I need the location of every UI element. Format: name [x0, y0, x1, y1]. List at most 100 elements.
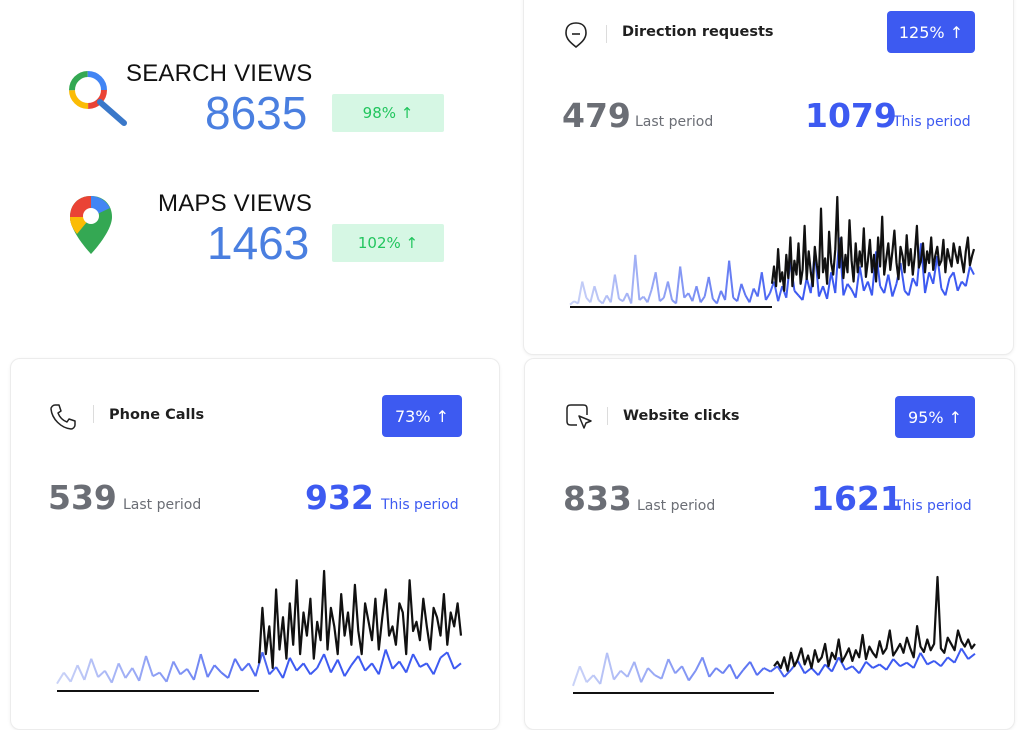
- last-period-line-segment: [371, 662, 380, 675]
- last-period-line-segment: [453, 662, 462, 670]
- maps-views-change-badge: 102% ↑: [332, 224, 444, 262]
- last-period-line-segment: [647, 667, 656, 676]
- last-period-line-segment: [865, 661, 874, 669]
- last-period-line-segment: [892, 658, 901, 667]
- last-period-line-segment: [634, 254, 641, 301]
- last-period-line-segment: [906, 661, 915, 669]
- last-period-label: Last period: [123, 497, 202, 513]
- last-period-line-segment: [763, 667, 772, 673]
- last-period-line-segment: [688, 670, 697, 682]
- last-period-line-segment: [206, 664, 216, 678]
- maps-views-value: 1463: [207, 217, 310, 269]
- last-period-line-segment: [659, 296, 665, 302]
- last-period-line-segment: [662, 281, 669, 298]
- last-period-line-segment: [309, 667, 318, 676]
- last-period-line-segment: [275, 666, 284, 679]
- last-period-line-segment: [172, 660, 182, 675]
- last-period-line-segment: [919, 652, 929, 665]
- last-period-line-segment: [964, 266, 971, 287]
- last-period-line-segment: [765, 292, 771, 301]
- last-period-line-segment: [872, 663, 881, 669]
- last-period-line-segment: [796, 660, 806, 674]
- last-period-line-segment: [707, 276, 714, 300]
- last-period-line-segment: [302, 662, 312, 675]
- last-period-line-segment: [69, 664, 79, 683]
- last-period-line-segment: [391, 660, 401, 670]
- last-period-line-segment: [701, 656, 711, 678]
- last-period-line-segment: [681, 665, 690, 681]
- last-period-line-segment: [858, 266, 865, 291]
- last-period-line-segment: [572, 665, 581, 687]
- last-period-line-segment: [593, 285, 600, 301]
- this-period-label: This period: [381, 497, 459, 513]
- last-period-line-segment: [887, 274, 894, 297]
- last-period-line-segment: [810, 667, 820, 676]
- last-period-line-segment: [650, 272, 657, 290]
- last-period-line-segment: [76, 664, 86, 681]
- last-period-line-segment: [569, 300, 575, 306]
- last-period-line-segment: [804, 667, 813, 675]
- maps-views-label: MAPS VIEWS: [158, 190, 313, 217]
- change-badge-button[interactable]: 73% ↑: [382, 395, 462, 437]
- last-period-line-segment: [947, 656, 956, 664]
- last-period-line-segment: [343, 664, 353, 677]
- change-badge-button[interactable]: 95% ↑: [895, 396, 975, 438]
- last-period-line-segment: [667, 658, 677, 674]
- last-period-line-segment: [261, 651, 271, 675]
- last-period-line-segment: [97, 669, 106, 678]
- last-period-line-segment: [585, 674, 595, 683]
- last-period-line-segment: [749, 661, 758, 676]
- direction-requests-card: Direction requests 125% ↑ 479 Last perio…: [523, 0, 1014, 355]
- last-period-line-segment: [124, 667, 134, 679]
- last-period-value: 833: [563, 479, 632, 518]
- last-period-line-segment: [227, 658, 236, 679]
- last-period-line-segment: [817, 663, 826, 676]
- this-period-line: [773, 575, 976, 672]
- last-period-line-segment: [152, 671, 161, 678]
- last-period-line-segment: [845, 665, 853, 671]
- last-period-line-segment: [640, 667, 649, 683]
- last-period-line-segment: [756, 667, 765, 676]
- last-period-line-segment: [956, 281, 963, 292]
- last-period-line-segment: [234, 658, 243, 672]
- phone-icon: [50, 404, 76, 430]
- search-views-value: 8635: [205, 87, 308, 139]
- last-period-line-segment: [862, 281, 869, 292]
- last-period-line-segment: [268, 666, 277, 676]
- last-period-line-segment: [247, 662, 257, 677]
- last-period-line-segment: [323, 653, 332, 673]
- last-period-line-segment: [377, 649, 387, 675]
- last-period-line-segment: [83, 658, 93, 681]
- last-period-line-segment: [199, 653, 209, 678]
- change-badge-button[interactable]: 125% ↑: [887, 11, 975, 53]
- last-period-line-segment: [660, 658, 670, 680]
- last-period-line-segment: [831, 656, 840, 673]
- last-period-line-segment: [186, 668, 195, 681]
- last-period-line-segment: [912, 652, 922, 669]
- last-period-line-segment: [646, 289, 653, 303]
- last-period-line-segment: [735, 669, 745, 680]
- last-period-line-segment: [952, 272, 959, 292]
- last-period-line-segment: [241, 662, 250, 672]
- last-period-line-segment: [756, 272, 763, 297]
- title-divider: [93, 405, 94, 423]
- last-period-line-segment: [131, 667, 141, 682]
- last-period-line-segment: [56, 672, 65, 685]
- last-period-line-segment: [736, 283, 743, 302]
- last-period-line-segment: [90, 658, 100, 678]
- this-period-value: 1079: [805, 96, 897, 135]
- last-period-line-segment: [405, 653, 415, 673]
- last-period-line-segment: [654, 272, 661, 302]
- last-period-line-segment: [364, 662, 373, 672]
- last-period-line-segment: [708, 667, 717, 678]
- last-period-line-segment: [165, 661, 175, 683]
- last-period-line-segment: [295, 662, 305, 672]
- last-period-line-segment: [776, 665, 786, 678]
- last-period-line-segment: [577, 281, 584, 304]
- last-period-line-segment: [213, 664, 223, 674]
- this-period-value: 932: [305, 478, 374, 517]
- google-search-icon: [69, 71, 127, 126]
- last-period-line-segment: [613, 670, 622, 681]
- this-period-value: 1621: [811, 479, 903, 518]
- last-period-line-segment: [824, 663, 833, 673]
